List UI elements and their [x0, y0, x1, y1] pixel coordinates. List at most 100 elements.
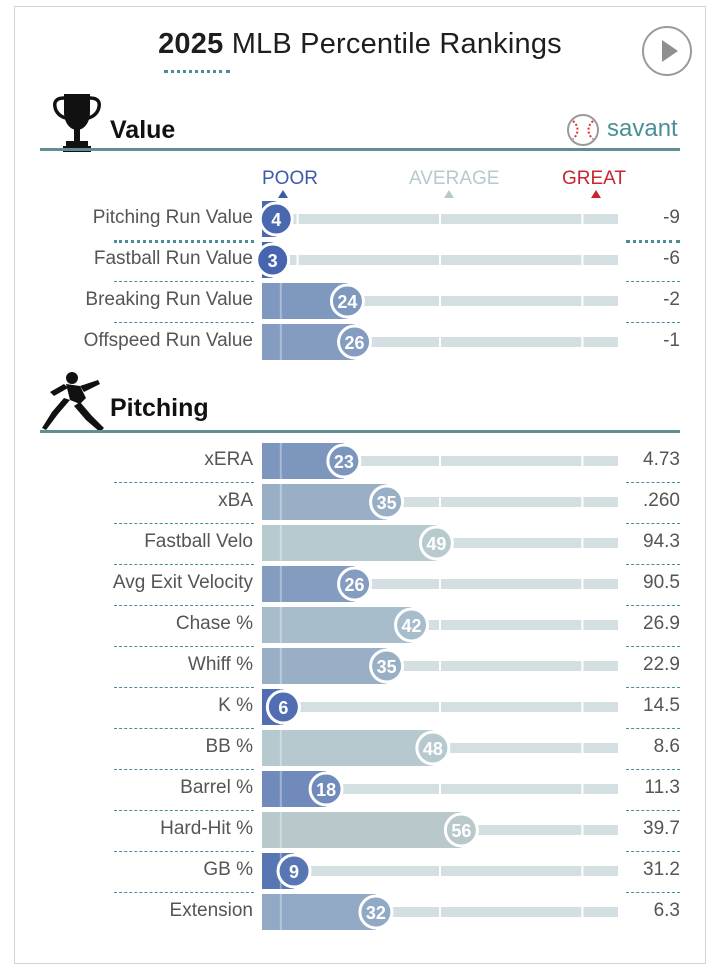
row-divider — [626, 769, 680, 770]
metric-label[interactable]: xERA — [204, 449, 253, 470]
metric-value: 22.9 — [643, 654, 680, 675]
row-divider — [626, 564, 680, 565]
row-divider — [626, 810, 680, 811]
scale-average-label: AVERAGE — [409, 168, 500, 189]
value-section-title: Value — [110, 116, 176, 144]
track-tick — [581, 497, 584, 507]
metric-label[interactable]: Hard-Hit % — [160, 818, 253, 839]
metric-label[interactable]: GB % — [203, 859, 253, 880]
title-year: 2025 — [158, 28, 224, 60]
percentile-label: 48 — [423, 739, 443, 759]
metric-label[interactable]: Barrel % — [180, 777, 253, 798]
title-text: MLB Percentile Rankings — [231, 28, 562, 60]
row-divider — [114, 728, 254, 729]
bar-tick — [279, 771, 282, 807]
metric-value: -6 — [663, 248, 680, 269]
savant-logo[interactable]: savant — [565, 112, 678, 146]
track-tick — [581, 825, 584, 835]
row-divider — [114, 605, 254, 606]
track-tick — [439, 866, 441, 876]
metric-label[interactable]: xBA — [218, 490, 253, 511]
percentile-bar — [262, 894, 376, 930]
row-divider — [114, 281, 254, 282]
track-tick — [439, 661, 441, 671]
metric-value: 26.9 — [643, 613, 680, 634]
track-tick — [581, 907, 584, 917]
percentile-bar — [262, 812, 462, 848]
row-divider — [114, 564, 254, 565]
track-tick — [581, 456, 584, 466]
metric-label[interactable]: Avg Exit Velocity — [112, 572, 253, 593]
row-divider — [114, 687, 254, 688]
percentile-label: 23 — [334, 452, 354, 472]
row-divider — [114, 322, 254, 323]
row-divider — [114, 892, 254, 893]
row-divider — [114, 810, 254, 811]
row-divider — [114, 482, 254, 483]
row-divider — [626, 851, 680, 852]
scale-great-arrow — [591, 190, 601, 198]
play-icon — [662, 40, 678, 62]
percentile-bar — [262, 525, 437, 561]
metric-value: -9 — [663, 207, 680, 228]
pitching-section-header: Pitching — [40, 370, 680, 433]
percentile-bubble — [255, 242, 291, 278]
metric-label[interactable]: Breaking Run Value — [85, 289, 253, 310]
row-divider — [626, 523, 680, 524]
percentile-label: 4 — [271, 210, 281, 230]
pitching-section-rule — [40, 430, 680, 433]
metric-label[interactable]: Fastball Run Value — [93, 248, 253, 269]
percentile-bubble — [415, 730, 451, 766]
metric-label[interactable]: Pitching Run Value — [92, 207, 253, 228]
row-divider — [626, 605, 680, 606]
scale-poor-arrow — [278, 190, 288, 198]
percentile-label: 18 — [316, 780, 336, 800]
bar-tick — [279, 894, 282, 930]
metric-label[interactable]: Chase % — [175, 613, 253, 634]
metric-value: -1 — [663, 330, 680, 351]
percentile-bubble — [394, 607, 430, 643]
value-section-header: Value — [40, 90, 680, 152]
track-tick — [581, 784, 584, 794]
track-tick — [581, 255, 584, 265]
track-tick — [439, 702, 441, 712]
row-divider — [114, 851, 254, 852]
track-tick — [439, 579, 441, 589]
percentile-label: 26 — [345, 333, 365, 353]
percentile-label: 26 — [345, 575, 365, 595]
track-tick — [296, 214, 299, 224]
metric-label[interactable]: Fastball Velo — [144, 531, 253, 552]
play-button[interactable] — [642, 26, 692, 76]
percentile-label: 42 — [402, 616, 422, 636]
page-title: 2025 MLB Percentile Rankings — [0, 28, 720, 61]
percentile-label: 3 — [268, 251, 278, 271]
metric-label[interactable]: K % — [218, 695, 253, 716]
metric-label[interactable]: Offspeed Run Value — [83, 330, 253, 351]
row-divider — [626, 281, 680, 282]
row-divider — [626, 687, 680, 688]
percentile-bubble — [418, 525, 454, 561]
metric-value: 90.5 — [643, 572, 680, 593]
title-underline — [164, 70, 230, 73]
track-tick — [581, 661, 584, 671]
value-section-rule — [40, 148, 680, 151]
metric-label[interactable]: Extension — [169, 900, 253, 921]
metric-label[interactable]: BB % — [205, 736, 253, 757]
metric-label[interactable]: Whiff % — [187, 654, 253, 675]
track-tick — [581, 579, 584, 589]
percentile-bar — [262, 607, 412, 643]
percentile-label: 6 — [278, 698, 288, 718]
bar-tick — [279, 443, 282, 479]
track-tick — [439, 907, 441, 917]
percentile-bubble — [258, 201, 294, 237]
bar-tick — [279, 283, 282, 319]
metric-value: 31.2 — [643, 859, 680, 880]
bar-tick — [279, 607, 282, 643]
bar-tick — [279, 812, 282, 848]
percentile-bubble — [369, 484, 405, 520]
percentile-bar — [262, 730, 433, 766]
percentile-label: 56 — [451, 821, 471, 841]
pitcher-icon — [42, 372, 104, 432]
percentile-bubble — [276, 853, 312, 889]
